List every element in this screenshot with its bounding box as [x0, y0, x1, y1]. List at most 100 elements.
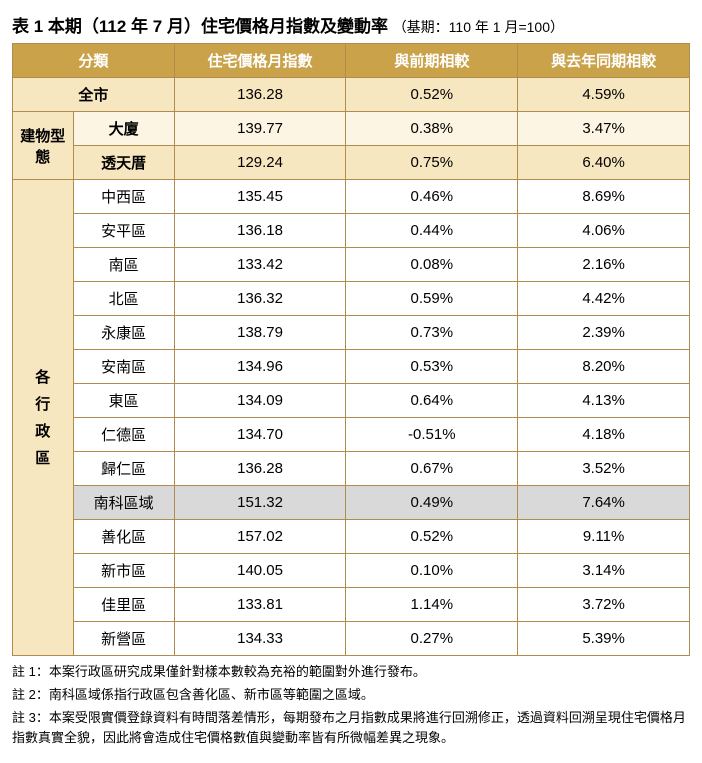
row-district: 安平區136.180.44%4.06% — [13, 214, 690, 248]
cell-index: 138.79 — [174, 316, 346, 350]
row-district: 歸仁區136.280.67%3.52% — [13, 452, 690, 486]
title-main: 表 1 本期（112 年 7 月）住宅價格月指數及變動率 — [12, 17, 388, 36]
row-district: 安南區134.960.53%8.20% — [13, 350, 690, 384]
cell-prev: 0.64% — [346, 384, 518, 418]
cell-name: 新市區 — [73, 554, 174, 588]
table-title: 表 1 本期（112 年 7 月）住宅價格月指數及變動率 （基期：110 年 1… — [12, 12, 690, 37]
cell-prev: 0.53% — [346, 350, 518, 384]
cell-index: 140.05 — [174, 554, 346, 588]
cell-name: 北區 — [73, 282, 174, 316]
cell-name: 永康區 — [73, 316, 174, 350]
cell-name: 安南區 — [73, 350, 174, 384]
row-district: 新營區134.330.27%5.39% — [13, 622, 690, 656]
row-building-1: 透天厝 129.24 0.75% 6.40% — [13, 146, 690, 180]
header-index: 住宅價格月指數 — [174, 44, 346, 78]
cell-prev: 0.67% — [346, 452, 518, 486]
cell-index: 133.81 — [174, 588, 346, 622]
cell-index: 129.24 — [174, 146, 346, 180]
cell-name: 中西區 — [73, 180, 174, 214]
cell-yoy: 4.13% — [518, 384, 690, 418]
cell-name: 仁德區 — [73, 418, 174, 452]
row-district: 東區134.090.64%4.13% — [13, 384, 690, 418]
row-district: 北區136.320.59%4.42% — [13, 282, 690, 316]
cell-index: 151.32 — [174, 486, 346, 520]
note-2: 註 2：南科區域係指行政區包含善化區、新市區等範圍之區域。 — [12, 685, 690, 706]
price-index-table: 分類 住宅價格月指數 與前期相較 與去年同期相較 全市 136.28 0.52%… — [12, 43, 690, 656]
cell-yoy: 4.18% — [518, 418, 690, 452]
cell-prev: 0.08% — [346, 248, 518, 282]
cell-index: 139.77 — [174, 112, 346, 146]
row-district: 新市區140.050.10%3.14% — [13, 554, 690, 588]
cell-yoy: 2.16% — [518, 248, 690, 282]
row-district: 仁德區134.70-0.51%4.18% — [13, 418, 690, 452]
cell-yoy: 3.47% — [518, 112, 690, 146]
cell-index: 157.02 — [174, 520, 346, 554]
note-3: 註 3：本案受限實價登錄資料有時間落差情形，每期發布之月指數成果將進行回溯修正，… — [12, 708, 690, 750]
cell-name: 安平區 — [73, 214, 174, 248]
label-building-type: 建物型態 — [13, 112, 74, 180]
header-row: 分類 住宅價格月指數 與前期相較 與去年同期相較 — [13, 44, 690, 78]
row-district: 南科區域151.320.49%7.64% — [13, 486, 690, 520]
cell-yoy: 4.06% — [518, 214, 690, 248]
cell-prev: 0.52% — [346, 78, 518, 112]
note-1: 註 1：本案行政區研究成果僅針對樣本數較為充裕的範圍對外進行發布。 — [12, 662, 690, 683]
footnotes: 註 1：本案行政區研究成果僅針對樣本數較為充裕的範圍對外進行發布。 註 2：南科… — [12, 662, 690, 749]
cell-prev: 0.59% — [346, 282, 518, 316]
cell-prev: 0.52% — [346, 520, 518, 554]
cell-index: 135.45 — [174, 180, 346, 214]
cell-yoy: 3.14% — [518, 554, 690, 588]
cell-index: 134.96 — [174, 350, 346, 384]
cell-name: 大廈 — [73, 112, 174, 146]
cell-prev: 0.49% — [346, 486, 518, 520]
cell-index: 136.32 — [174, 282, 346, 316]
cell-yoy: 7.64% — [518, 486, 690, 520]
cell-index: 134.09 — [174, 384, 346, 418]
cell-yoy: 2.39% — [518, 316, 690, 350]
header-vs-prev: 與前期相較 — [346, 44, 518, 78]
header-category: 分類 — [13, 44, 175, 78]
cell-yoy: 4.59% — [518, 78, 690, 112]
label-districts: 各行政區 — [13, 180, 74, 656]
cell-yoy: 4.42% — [518, 282, 690, 316]
cell-name: 透天厝 — [73, 146, 174, 180]
cell-index: 136.28 — [174, 78, 346, 112]
cell-prev: 0.46% — [346, 180, 518, 214]
title-sub: （基期：110 年 1 月=100） — [393, 19, 564, 35]
row-district: 佳里區133.811.14%3.72% — [13, 588, 690, 622]
cell-prev: -0.51% — [346, 418, 518, 452]
cell-name: 新營區 — [73, 622, 174, 656]
cell-index: 133.42 — [174, 248, 346, 282]
cell-name: 南區 — [73, 248, 174, 282]
cell-yoy: 3.52% — [518, 452, 690, 486]
cell-yoy: 8.20% — [518, 350, 690, 384]
cell-prev: 0.27% — [346, 622, 518, 656]
cell-name: 南科區域 — [73, 486, 174, 520]
cell-index: 134.33 — [174, 622, 346, 656]
cell-prev: 0.44% — [346, 214, 518, 248]
cell-prev: 0.75% — [346, 146, 518, 180]
cell-yoy: 6.40% — [518, 146, 690, 180]
cell-index: 136.28 — [174, 452, 346, 486]
cell-index: 134.70 — [174, 418, 346, 452]
cell-prev: 0.10% — [346, 554, 518, 588]
row-district: 善化區157.020.52%9.11% — [13, 520, 690, 554]
cell-prev: 0.38% — [346, 112, 518, 146]
row-city-all: 全市 136.28 0.52% 4.59% — [13, 78, 690, 112]
cell-name: 東區 — [73, 384, 174, 418]
table-body: 全市 136.28 0.52% 4.59% 建物型態 大廈 139.77 0.3… — [13, 78, 690, 656]
cell-name: 善化區 — [73, 520, 174, 554]
row-building-0: 建物型態 大廈 139.77 0.38% 3.47% — [13, 112, 690, 146]
cell-name: 歸仁區 — [73, 452, 174, 486]
cell-prev: 1.14% — [346, 588, 518, 622]
cell-yoy: 3.72% — [518, 588, 690, 622]
header-vs-yoy: 與去年同期相較 — [518, 44, 690, 78]
cell-yoy: 8.69% — [518, 180, 690, 214]
cell-index: 136.18 — [174, 214, 346, 248]
cell-yoy: 9.11% — [518, 520, 690, 554]
label-city-all: 全市 — [13, 78, 175, 112]
row-district: 各行政區中西區135.450.46%8.69% — [13, 180, 690, 214]
row-district: 永康區138.790.73%2.39% — [13, 316, 690, 350]
row-district: 南區133.420.08%2.16% — [13, 248, 690, 282]
cell-prev: 0.73% — [346, 316, 518, 350]
cell-yoy: 5.39% — [518, 622, 690, 656]
